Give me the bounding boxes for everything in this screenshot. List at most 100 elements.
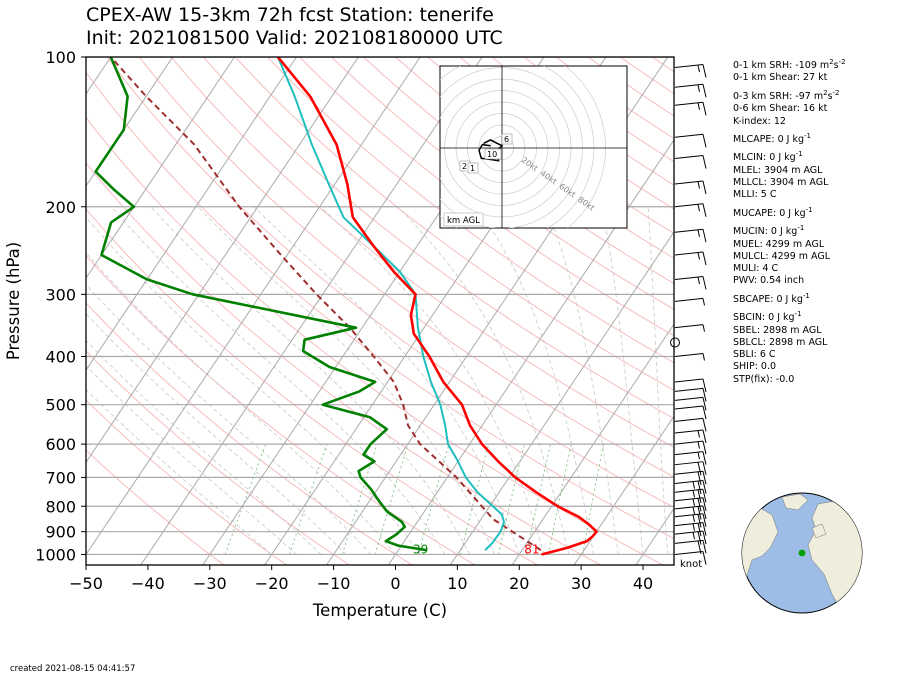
wind-barb xyxy=(674,488,707,503)
wind-barb xyxy=(674,101,707,116)
barb-flag xyxy=(697,523,702,537)
barb-staff xyxy=(674,550,704,555)
barb-half-flag xyxy=(702,353,705,361)
wind-barb xyxy=(674,479,707,495)
dry-adiabat xyxy=(267,57,674,364)
stat-row: 0-3 km SRH: -97 m2s-2 xyxy=(733,88,840,102)
wind-barb xyxy=(674,451,707,465)
chart-title-line-2: Init: 2021081500 Valid: 202108180000 UTC xyxy=(86,27,503,49)
isotherm xyxy=(86,57,235,279)
y-tick-label: 700 xyxy=(45,468,76,487)
y-tick-label: 100 xyxy=(45,48,76,67)
hodograph-height-box xyxy=(484,148,502,160)
barb-staff xyxy=(674,417,704,422)
globe-land-iberia xyxy=(811,523,827,539)
barb-half-flag xyxy=(692,506,695,515)
wind-barb xyxy=(674,550,707,565)
barb-flag xyxy=(697,498,702,512)
x-axis-label: Temperature (C) xyxy=(312,601,447,620)
wind-barb xyxy=(670,337,680,348)
barb-half-flag xyxy=(692,490,695,498)
x-tick-label: −30 xyxy=(193,574,227,593)
hodograph-legend: km AGL xyxy=(447,216,480,226)
dry-adiabat xyxy=(86,71,674,540)
stat-row: MULCL: 4299 m AGL xyxy=(733,250,831,262)
mixing-ratio-line xyxy=(460,443,490,555)
hodograph-height-label: 1 xyxy=(470,164,475,173)
plot-frame xyxy=(85,56,675,566)
wind-barb xyxy=(674,470,707,485)
y-tick-label: 800 xyxy=(45,497,76,516)
wind-unit-label: knot xyxy=(680,559,703,570)
y-tick-label: 300 xyxy=(45,285,76,304)
station-marker xyxy=(798,549,806,557)
y-tick-label: 600 xyxy=(45,435,76,454)
barb-staff xyxy=(674,155,704,160)
barb-half-flag xyxy=(697,430,700,438)
stat-row: MLLI: 5 C xyxy=(733,189,777,201)
barb-flag xyxy=(702,64,707,78)
hodograph-height-box xyxy=(467,162,479,174)
barb-flag xyxy=(702,451,707,465)
dry-adiabat xyxy=(363,57,674,285)
moist-adiabat xyxy=(601,206,644,555)
barb-flag xyxy=(702,530,707,545)
barb-flag xyxy=(702,480,707,494)
wind-barb xyxy=(674,251,707,266)
y-tick-label: 1000 xyxy=(35,545,76,564)
stat-row: SBEL: 2898 m AGL xyxy=(733,324,822,336)
barb-flag xyxy=(697,471,702,485)
wetbulb-profile-line xyxy=(276,57,505,551)
axes: −50 −40 −30 −20 −10 0 10 20 30 40 100 200 300 400 500 6… xyxy=(4,48,675,620)
barb-flag xyxy=(702,489,707,503)
barb-flag xyxy=(702,440,707,455)
barb-flag xyxy=(702,276,707,290)
x-tick-label: 0 xyxy=(390,574,400,593)
barb-half-flag xyxy=(702,298,705,306)
mixing-ratio-line xyxy=(548,444,572,555)
barb-flag xyxy=(702,180,707,195)
barb-half-flag xyxy=(692,481,695,489)
stat-row: MLCIN: 0 J kg-1 xyxy=(733,150,803,164)
dry-adiabat xyxy=(86,302,413,565)
barb-flag xyxy=(702,522,707,536)
wind-barb xyxy=(674,505,707,520)
wind-barb xyxy=(674,522,707,537)
stat-row: MLEL: 3904 m AGL xyxy=(733,164,823,176)
barb-flag xyxy=(702,203,707,217)
dewpoint-profile-line xyxy=(94,57,427,552)
hodograph-frame xyxy=(439,65,628,229)
moist-adiabat xyxy=(86,339,322,555)
stat-row: MLCAPE: 0 J kg-1 xyxy=(733,131,811,145)
surface-dewpoint-label: 39 xyxy=(413,542,428,556)
moist-adiabat xyxy=(86,365,297,555)
barb-flag xyxy=(702,513,707,527)
wind-barb xyxy=(674,429,707,444)
y-tick-label: 500 xyxy=(45,396,76,415)
stat-row: MLLCL: 3904 m AGL xyxy=(733,177,829,188)
sounding-profiles xyxy=(94,57,598,556)
barb-half-flag xyxy=(697,204,700,212)
dry-adiabat xyxy=(86,254,476,565)
y-tick-label: 900 xyxy=(45,523,76,542)
barb-flag xyxy=(702,461,707,475)
dry-adiabat xyxy=(106,57,674,508)
x-tick-label: 40 xyxy=(633,574,653,593)
barb-half-flag xyxy=(697,181,700,189)
wind-barb xyxy=(674,513,707,528)
dry-adiabat xyxy=(299,57,674,337)
location-globe xyxy=(741,492,863,614)
isotherm xyxy=(511,323,674,565)
x-tick-label: −40 xyxy=(131,574,165,593)
hodograph-height-box xyxy=(501,133,513,145)
moist-adiabat xyxy=(150,206,471,555)
dry-adiabat xyxy=(86,162,601,565)
moist-adiabat xyxy=(476,206,594,555)
barb-flag xyxy=(702,540,707,554)
stat-row: SBLCL: 2898 m AGL xyxy=(733,336,828,348)
barb-half-flag xyxy=(702,324,705,332)
stat-row: SBCIN: 0 J kg-1 xyxy=(733,310,802,324)
wind-barb xyxy=(674,83,707,98)
